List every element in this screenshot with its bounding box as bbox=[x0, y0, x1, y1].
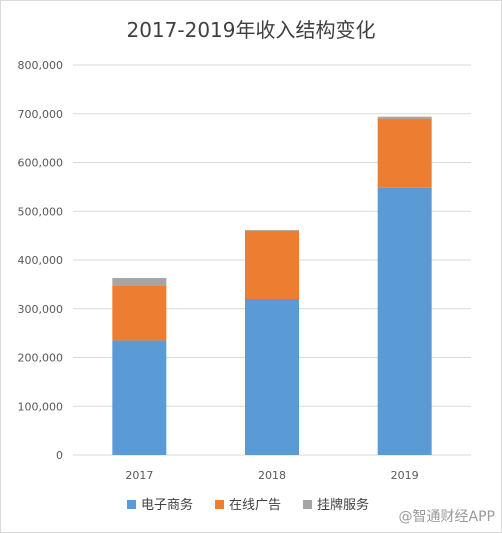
watermark: @智通财经APP bbox=[399, 509, 495, 525]
bar-2018-series-2 bbox=[245, 230, 299, 231]
y-tick-label: 200,000 bbox=[18, 352, 64, 365]
y-tick-label: 700,000 bbox=[18, 108, 64, 121]
y-tick-label: 800,000 bbox=[18, 59, 64, 72]
x-axis-tick-labels: 2017 2018 2019 bbox=[125, 469, 418, 482]
bar-2017-series-1 bbox=[112, 285, 167, 341]
legend-label: 在线广告 bbox=[229, 498, 281, 513]
bar-2017-series-0 bbox=[112, 340, 167, 455]
bar-2019-series-0 bbox=[377, 187, 432, 455]
bar-2019-series-2 bbox=[377, 116, 432, 119]
legend-swatch bbox=[127, 500, 136, 509]
legend-label: 电子商务 bbox=[141, 497, 193, 513]
y-axis-tick-labels: 0 100,000 200,000 300,000 400,000 500,000 600,… bbox=[18, 59, 64, 462]
bar-2019-series-1 bbox=[377, 118, 432, 188]
legend-label: 挂牌服务 bbox=[317, 497, 369, 513]
bars bbox=[112, 116, 432, 455]
chart-title: 2017-2019年收入结构变化 bbox=[126, 18, 375, 42]
y-tick-label: 600,000 bbox=[18, 157, 64, 170]
bar-2017-series-2 bbox=[112, 278, 167, 286]
x-tick-label: 2018 bbox=[258, 469, 286, 482]
y-tick-label: 100,000 bbox=[18, 400, 64, 413]
x-tick-label: 2017 bbox=[125, 469, 153, 482]
bar-2018-series-0 bbox=[245, 299, 299, 455]
legend: 电子商务 在线广告 挂牌服务 bbox=[127, 497, 369, 513]
y-tick-label: 0 bbox=[56, 449, 63, 462]
y-tick-label: 500,000 bbox=[18, 205, 64, 218]
y-tick-label: 400,000 bbox=[18, 254, 64, 267]
x-tick-label: 2019 bbox=[391, 469, 419, 482]
bar-2018-series-1 bbox=[245, 230, 299, 299]
legend-swatch bbox=[303, 500, 312, 509]
y-tick-label: 300,000 bbox=[18, 303, 64, 316]
legend-swatch bbox=[215, 500, 224, 509]
